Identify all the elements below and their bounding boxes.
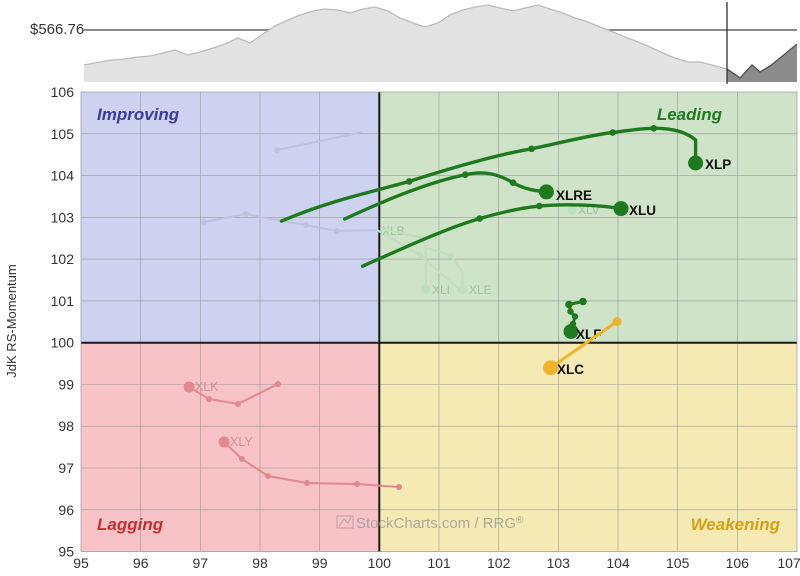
svg-text:96: 96 — [133, 555, 149, 571]
svg-text:100: 100 — [368, 555, 392, 571]
svg-text:Lagging: Lagging — [97, 515, 164, 534]
svg-text:99: 99 — [58, 377, 74, 393]
svg-text:104: 104 — [51, 168, 75, 184]
svg-text:105: 105 — [666, 555, 690, 571]
svg-text:100: 100 — [51, 335, 75, 351]
svg-text:XLK: XLK — [195, 380, 219, 394]
svg-text:95: 95 — [58, 544, 74, 560]
svg-text:98: 98 — [252, 555, 268, 571]
svg-text:102: 102 — [487, 555, 511, 571]
svg-text:XLU: XLU — [629, 203, 656, 218]
svg-text:99: 99 — [312, 555, 328, 571]
svg-text:102: 102 — [51, 251, 75, 267]
svg-text:XLRE: XLRE — [556, 188, 592, 203]
svg-text:97: 97 — [58, 460, 74, 476]
svg-text:101: 101 — [427, 555, 451, 571]
svg-text:Improving: Improving — [97, 105, 180, 124]
svg-text:106: 106 — [726, 555, 750, 571]
svg-text:98: 98 — [58, 418, 74, 434]
svg-text:105: 105 — [51, 126, 75, 142]
svg-text:XLI: XLI — [432, 283, 450, 297]
svg-text:XLC: XLC — [557, 362, 584, 377]
svg-text:104: 104 — [606, 555, 630, 571]
svg-text:106: 106 — [51, 84, 75, 100]
svg-text:Leading: Leading — [657, 105, 723, 124]
svg-text:StockCharts.com / RRG®: StockCharts.com / RRG® — [356, 515, 524, 532]
svg-text:Weakening: Weakening — [691, 515, 781, 534]
svg-text:103: 103 — [547, 555, 571, 571]
svg-text:XLE: XLE — [469, 283, 492, 297]
svg-text:96: 96 — [58, 502, 74, 518]
svg-text:107: 107 — [777, 555, 800, 571]
svg-text:JdK RS-Momentum: JdK RS-Momentum — [4, 264, 19, 377]
svg-text:103: 103 — [51, 209, 75, 225]
svg-text:95: 95 — [73, 555, 89, 571]
svg-text:XLY: XLY — [230, 435, 253, 449]
svg-text:XLP: XLP — [705, 157, 731, 172]
svg-text:101: 101 — [51, 293, 75, 309]
svg-text:97: 97 — [193, 555, 209, 571]
